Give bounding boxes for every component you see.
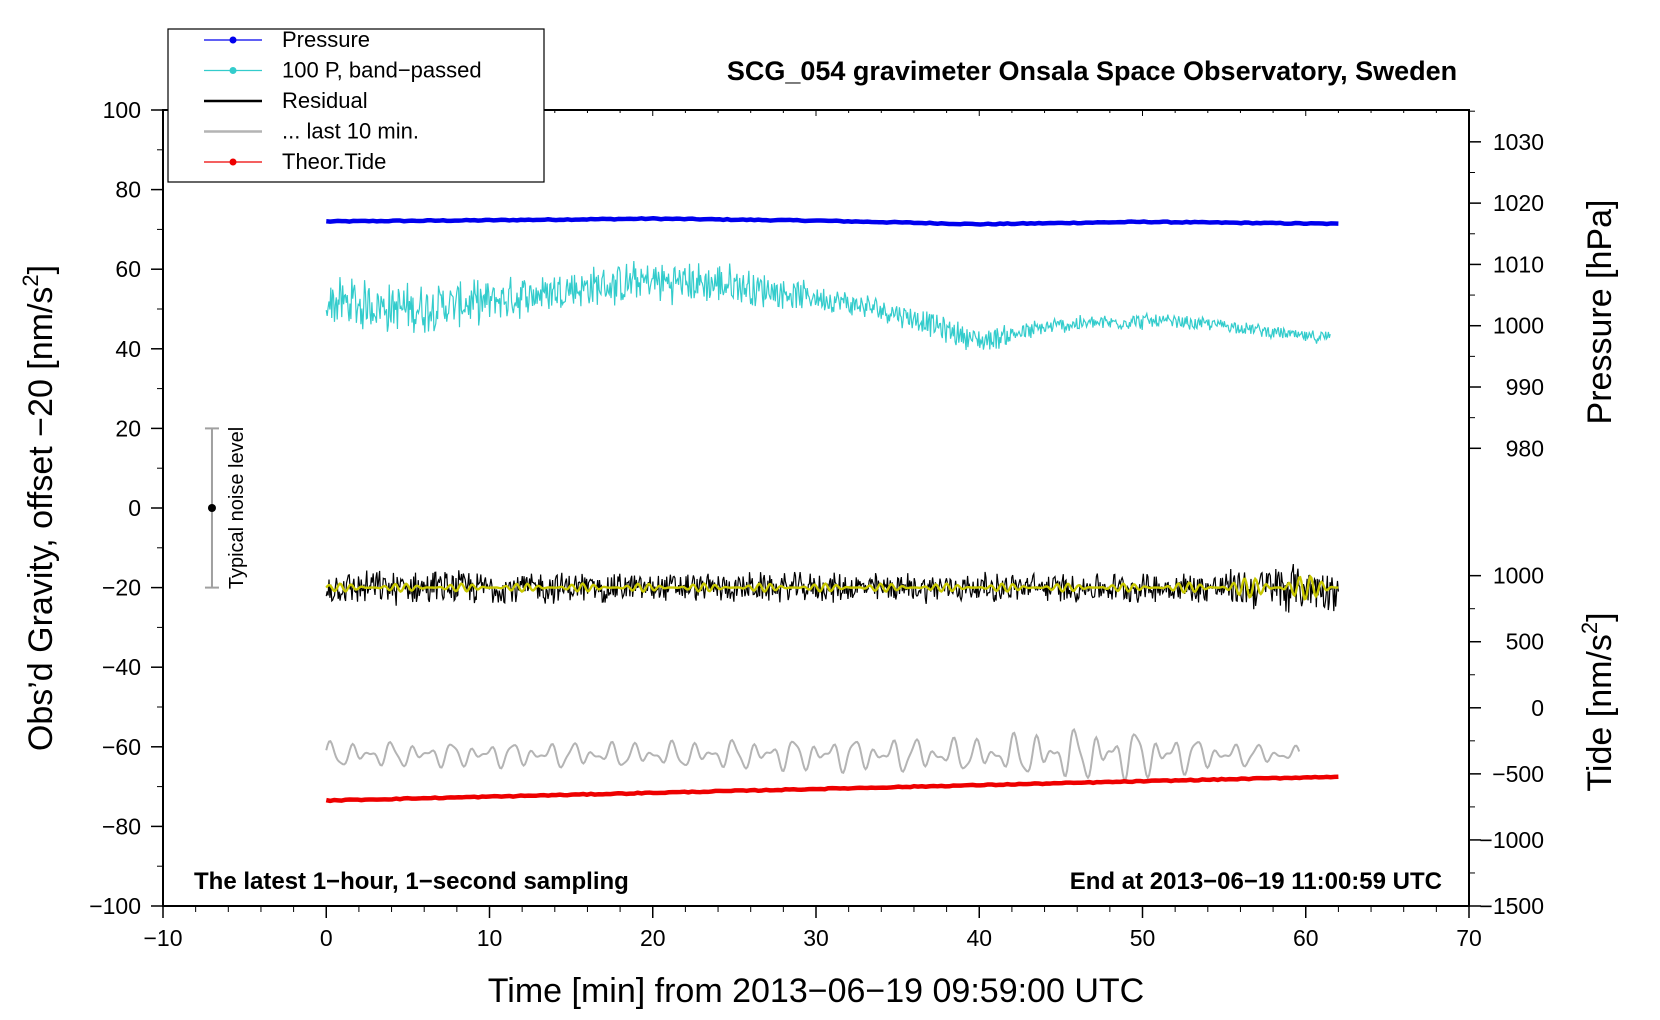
tide-tick-label: −1000 [1479, 827, 1544, 853]
residual-smoothed-series [325, 574, 1339, 601]
y-tick-label: 80 [115, 177, 141, 203]
x-tick-label: −10 [143, 925, 182, 951]
tide-tick-label: 500 [1506, 629, 1544, 655]
y-tick-label: −60 [102, 734, 141, 760]
legend-swatch-dot [229, 36, 237, 44]
pressure-axis-ticks: 980 990 1000 1010 1020 1030 [1469, 110, 1544, 461]
x-tick-label: 10 [477, 925, 503, 951]
y-tick-label: −100 [89, 893, 141, 919]
y-tick-label: 40 [115, 336, 141, 362]
y-tick-label: 0 [128, 495, 141, 521]
y-tick-label: −20 [102, 575, 141, 601]
legend-label: Theor.Tide [282, 149, 386, 174]
pressure-tick-label: 1020 [1493, 190, 1544, 216]
legend-label: ... last 10 min. [282, 119, 419, 144]
pressure-series [326, 216, 1339, 227]
end-time-note: End at 2013−06−19 11:00:59 UTC [1070, 868, 1442, 895]
series-layer [325, 216, 1339, 804]
x-axis-title: Time [min] from 2013−06−19 09:59:00 UTC [488, 972, 1144, 1010]
y-axis-title: Obs’d Gravity, offset −20 [nm/s2] [18, 265, 60, 751]
pressure-tick-label: 1010 [1493, 251, 1544, 277]
tide-tick-label: 0 [1531, 695, 1544, 721]
pressure-tick-label: 980 [1506, 435, 1544, 461]
theor-tide-series [325, 774, 1339, 804]
tide-axis-title: Tide [nm/s2] [1577, 612, 1619, 791]
y-tick-label: −40 [102, 654, 141, 680]
x-tick-label: 40 [966, 925, 992, 951]
plot-frame [162, 109, 1470, 907]
pressure-axis-title: Pressure [hPa] [1581, 200, 1619, 425]
legend-label: 100 P, band−passed [282, 58, 482, 83]
legend-swatch-dot [229, 158, 237, 166]
chart-title: SCG_054 gravimeter Onsala Space Observat… [727, 56, 1457, 86]
noise-level-label: Typical noise level [226, 427, 248, 589]
tide-axis-title-main: Tide [nm/s [1581, 634, 1619, 791]
y-tick-label: 60 [115, 256, 141, 282]
tide-tick-label: 1000 [1493, 563, 1544, 589]
legend-swatch-dot [229, 67, 237, 74]
x-tick-label: 50 [1130, 925, 1156, 951]
legend-label: Residual [282, 88, 368, 113]
residual-series [325, 563, 1339, 613]
legend-box [167, 28, 545, 183]
tide-tick-label: −1500 [1479, 893, 1544, 919]
x-tick-label: 0 [320, 925, 333, 951]
pressure-tick-label: 990 [1506, 374, 1544, 400]
last-10-min-series [325, 727, 1301, 782]
tide-axis-title-tail: ] [1581, 612, 1619, 621]
tide-axis-title-sup: 2 [1577, 622, 1602, 634]
legend-entries: Pressure 100 P, band−passed Residual ... la… [204, 27, 482, 174]
y-tick-label: 100 [103, 97, 141, 123]
tide-tick-label: −500 [1492, 761, 1544, 787]
legend-label: Pressure [282, 27, 370, 52]
x-tick-label: 70 [1456, 925, 1482, 951]
100-p-band-passed-series [325, 261, 1331, 351]
x-axis-ticks: −10 0 10 20 30 40 50 60 70 [143, 110, 1482, 951]
legend: Pressure 100 P, band−passed Residual ... la… [167, 27, 545, 183]
y-axis-ticks: −100 −80 −60 −40 −20 0 20 40 60 80 100 [89, 97, 163, 919]
pressure-tick-label: 1030 [1493, 129, 1544, 155]
pressure-tick-label: 1000 [1493, 313, 1544, 339]
x-tick-label: 60 [1293, 925, 1319, 951]
noise-bar-center [207, 504, 216, 512]
noise-level-bar [204, 427, 219, 589]
y-tick-label: −80 [102, 813, 141, 839]
y-axis-title-tail: ] [22, 265, 60, 274]
x-tick-label: 20 [640, 925, 666, 951]
y-axis-title-main: Obs’d Gravity, offset −20 [nm/s [22, 287, 60, 752]
x-tick-label: 30 [803, 925, 829, 951]
sampling-note: The latest 1−hour, 1−second sampling [194, 868, 629, 895]
tide-axis-ticks: −1500 −1000 −500 0 500 1000 [1469, 563, 1544, 919]
y-axis-title-sup: 2 [18, 274, 43, 286]
y-tick-label: 20 [115, 415, 141, 441]
